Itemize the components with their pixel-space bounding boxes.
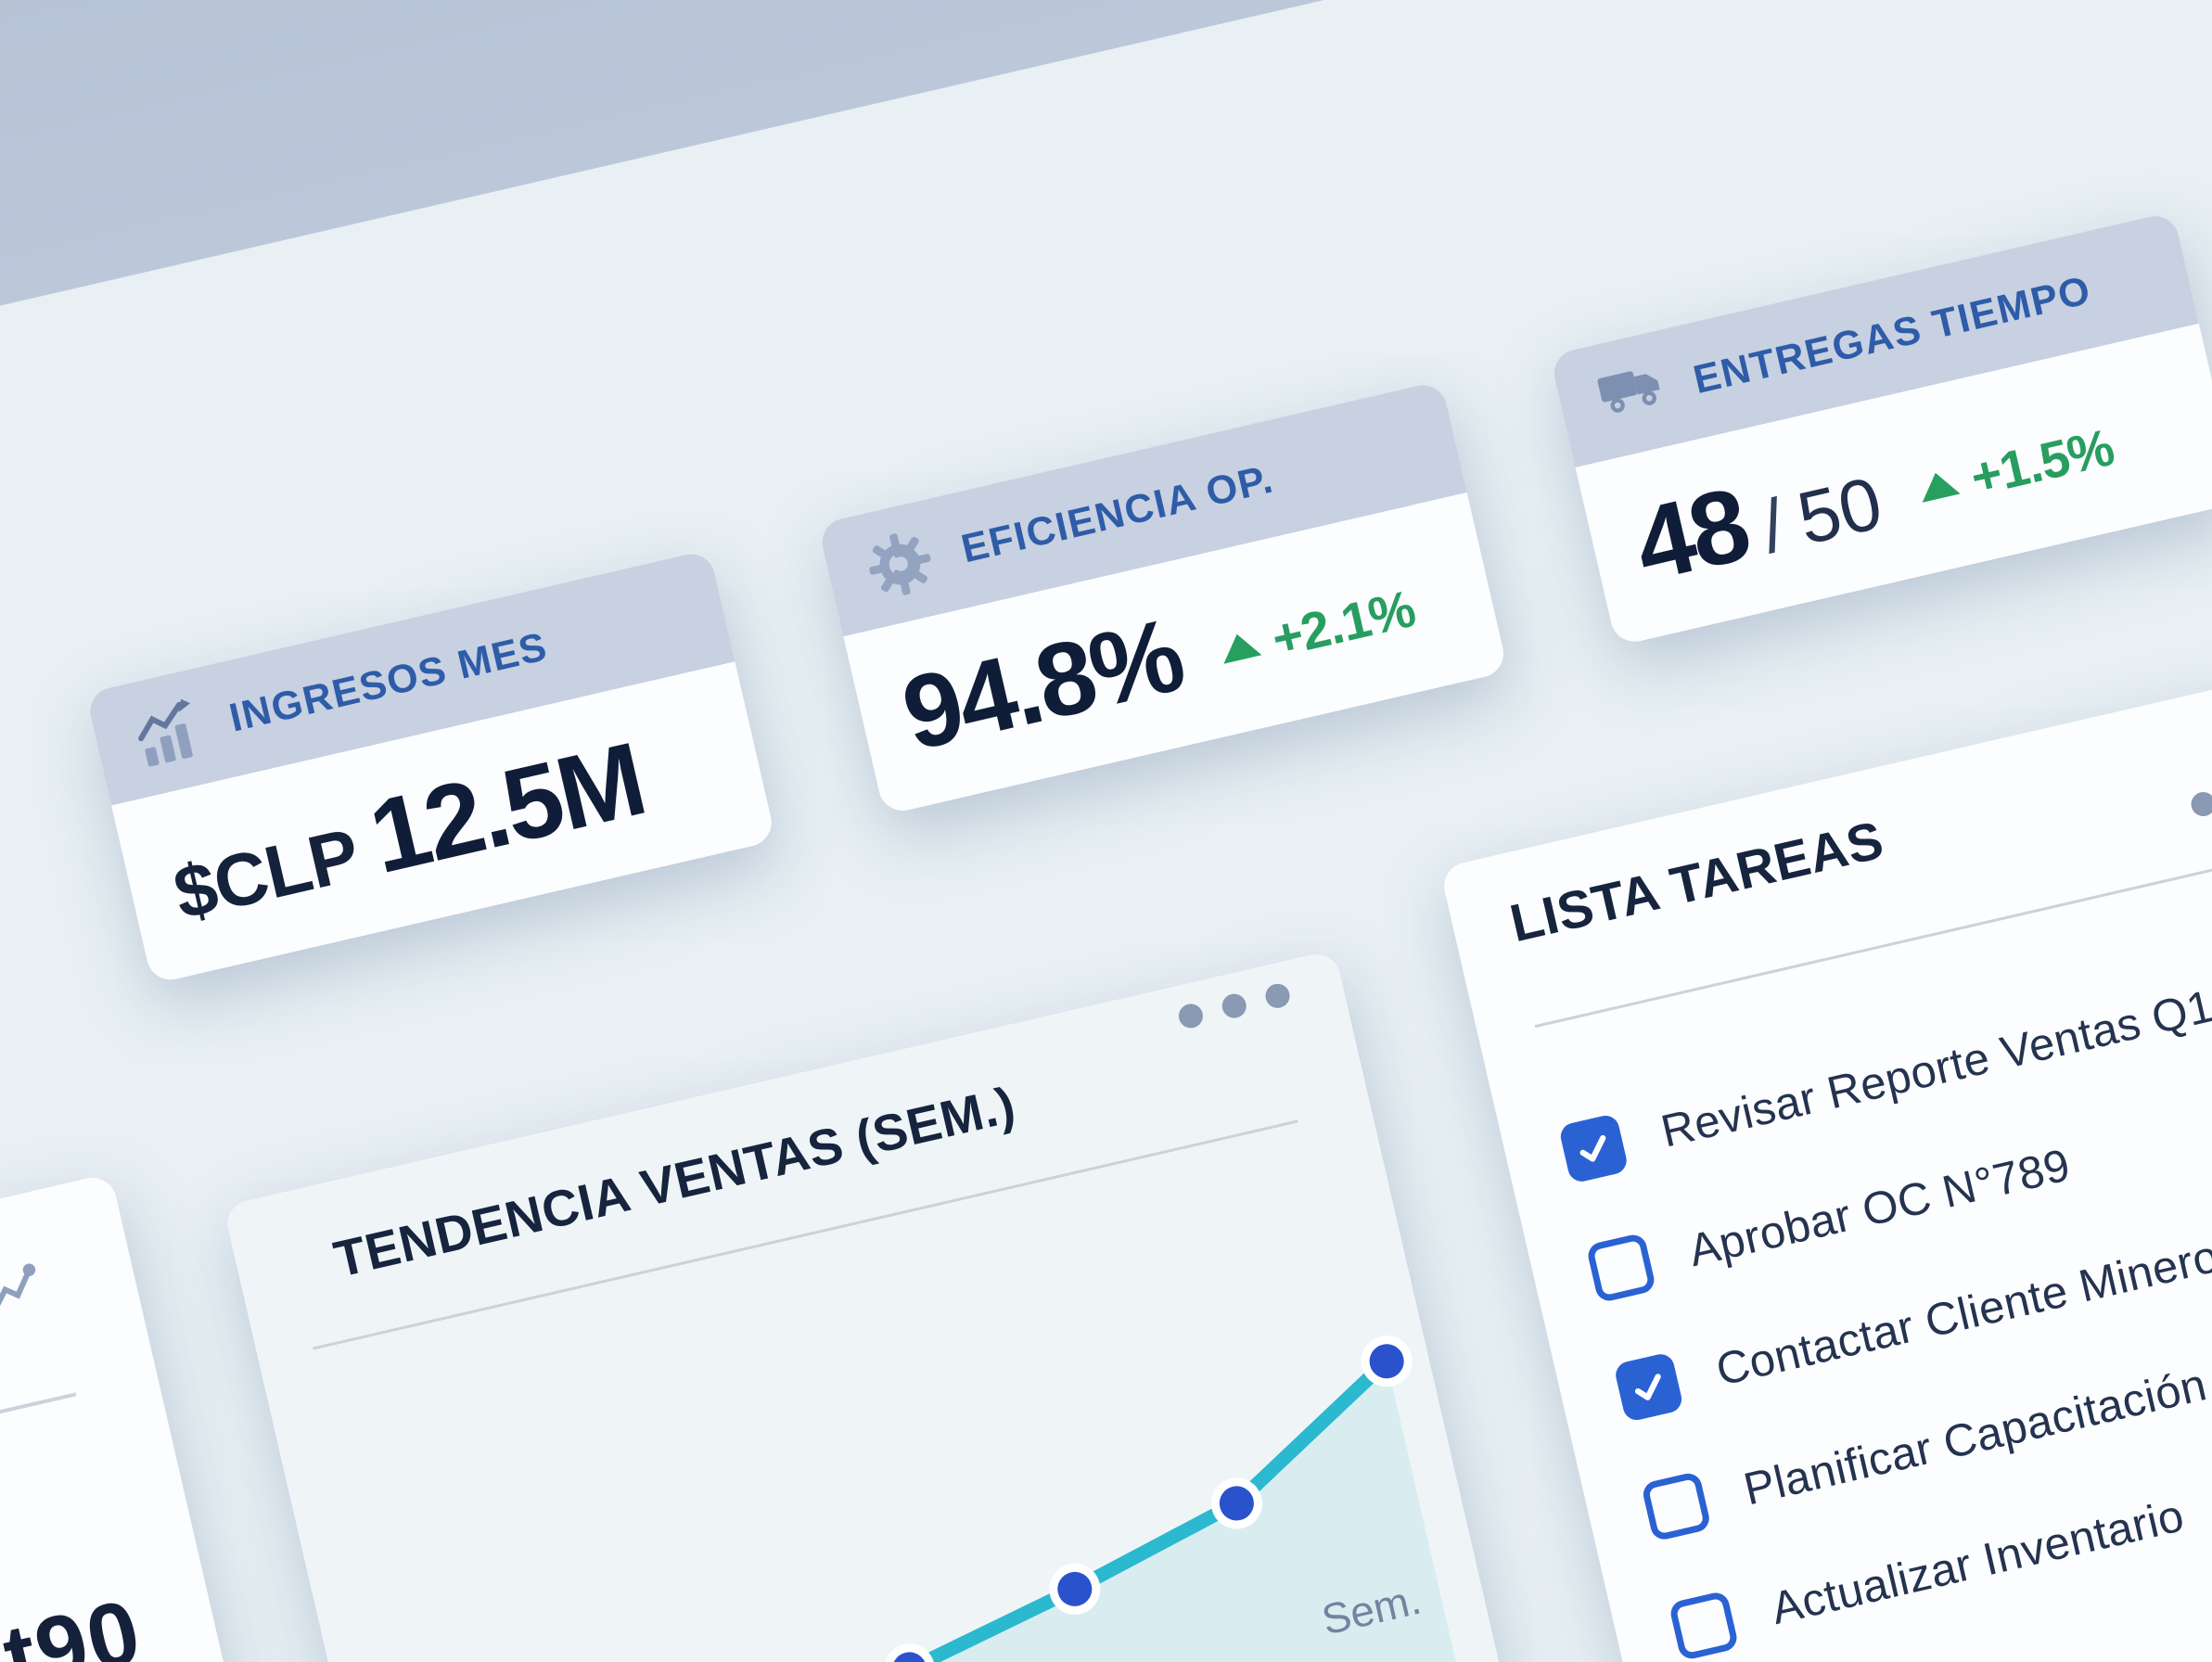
- kpi-card-entregas: ENTREGAS TIEMPO 48 / 50 +1.5%: [1549, 211, 2212, 646]
- kpi-value: 94.8%: [892, 595, 1193, 773]
- trend-line-chart: [464, 1336, 1480, 1662]
- kpi-delta: +2.1%: [1214, 578, 1420, 681]
- kpi-card-header: ENTREGAS TIEMPO: [1549, 211, 2199, 468]
- task-list-card: LISTA TAREAS Revisar Reporte Ventas Q1 A…: [1438, 680, 2212, 1662]
- task-row: Revisar Reporte Ventas Q1: [1557, 977, 2212, 1184]
- chart-point: [1361, 1336, 1413, 1387]
- chart-area-fill: [471, 1361, 1480, 1662]
- kpi-card-header: INGRESOS MES: [85, 549, 735, 806]
- chart-point: [1049, 1563, 1101, 1615]
- chart-point: [1210, 1477, 1262, 1529]
- chart-points: [884, 1336, 1413, 1662]
- kpi-card-header: EFICIENCIA OP.: [817, 380, 1467, 637]
- trend-bars-icon: [129, 695, 207, 773]
- card-divider: [0, 1392, 77, 1499]
- kpi-card-ingresos: INGRESOS MES $CLP 12.5M: [85, 549, 776, 985]
- task-checkbox[interactable]: [1613, 1351, 1685, 1424]
- task-label: Aprobar OC N°789: [1683, 1140, 2076, 1277]
- kpi-value: 12.5M: [359, 720, 654, 896]
- gear-icon: [861, 526, 939, 604]
- delta-up-triangle-icon: [1916, 468, 1961, 503]
- partial-value-fragment: ut90: [0, 1579, 151, 1662]
- delta-value: +2.1%: [1266, 578, 1420, 668]
- task-label: Planificar Capacitación: [1739, 1360, 2212, 1515]
- chart-point: [884, 1643, 936, 1662]
- task-label: Actualizar Inventario: [1767, 1490, 2189, 1635]
- mini-sparkline-icon: [0, 1257, 47, 1323]
- task-checkbox[interactable]: [1640, 1470, 1712, 1542]
- kpi-delta: +1.5%: [1912, 416, 2118, 519]
- task-checkbox[interactable]: [1557, 1113, 1630, 1184]
- kpi-value-separator: /: [1754, 483, 1793, 569]
- sales-trend-card: TENDENCIA VENTAS (SEM.) Sem.: [223, 949, 1552, 1662]
- kpi-currency-prefix: $CLP: [166, 812, 366, 936]
- truck-icon: [1593, 356, 1671, 434]
- kpi-value: 48: [1624, 466, 1758, 604]
- task-checkbox[interactable]: [1585, 1232, 1657, 1304]
- task-checkbox[interactable]: [1668, 1590, 1740, 1662]
- ellipsis-menu-icon[interactable]: [2188, 770, 2212, 819]
- kpi-total: 50: [1790, 461, 1889, 560]
- partial-left-card: ut90: [0, 1172, 340, 1662]
- kpi-card-eficiencia: EFICIENCIA OP. 94.8% +2.1%: [817, 380, 1509, 816]
- task-row: Contactar Cliente Minero: [1613, 1227, 2212, 1424]
- delta-up-triangle-icon: [1217, 630, 1261, 664]
- delta-value: +1.5%: [1964, 416, 2119, 506]
- tasks-title: LISTA TAREAS: [1504, 810, 1889, 954]
- task-label: Revisar Reporte Ventas Q1: [1656, 981, 2212, 1157]
